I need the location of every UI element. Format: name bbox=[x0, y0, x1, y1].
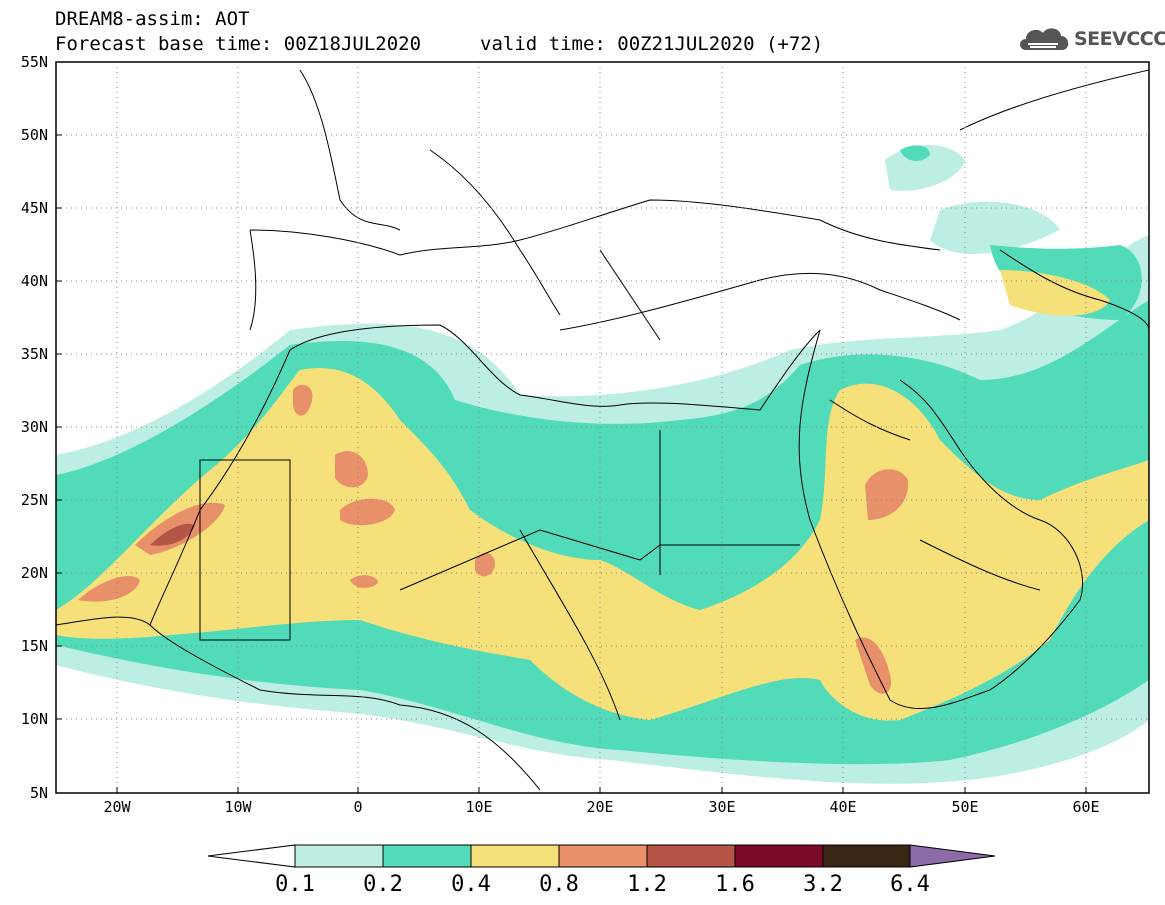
lat-tick-label: 15N bbox=[21, 637, 48, 655]
valid-time: valid time: 00Z21JUL2020 (+72) bbox=[480, 33, 824, 55]
lat-tick-label: 35N bbox=[21, 345, 48, 363]
colorbar-swatch bbox=[646, 844, 736, 868]
aot-band-0.1 bbox=[930, 201, 1060, 254]
lon-tick-label: 10E bbox=[465, 798, 492, 816]
lon-tick-label: 0 bbox=[353, 798, 362, 816]
lon-tick-label: 20W bbox=[103, 798, 131, 816]
aot-band-0.8 bbox=[475, 552, 495, 577]
lat-tick-label: 5N bbox=[30, 784, 48, 802]
colorbar-swatch bbox=[470, 844, 560, 868]
lon-labels: 20W 10W 0 10E 20E 30E 40E 50E 60E bbox=[103, 798, 1099, 816]
aot-band-0.8 bbox=[335, 451, 368, 488]
lon-tick-label: 10W bbox=[224, 798, 252, 816]
lat-tick-label: 45N bbox=[21, 199, 48, 217]
lat-tick-label: 55N bbox=[21, 53, 48, 71]
aot-band-0.4 bbox=[1000, 270, 1110, 316]
colorbar-swatch bbox=[909, 844, 996, 868]
lon-tick-label: 40E bbox=[829, 798, 856, 816]
lat-tick-label: 40N bbox=[21, 272, 48, 290]
colorbar-labels: 0.1 0.2 0.4 0.8 1.2 1.6 3.2 6.4 bbox=[275, 872, 930, 897]
aot-band-0.8 bbox=[340, 498, 395, 526]
colorbar-label: 6.4 bbox=[890, 872, 930, 897]
aot-band-0.8 bbox=[350, 575, 378, 588]
colorbar-label: 1.6 bbox=[715, 872, 755, 897]
lon-tick-label: 50E bbox=[951, 798, 978, 816]
colorbar-swatch bbox=[294, 844, 384, 868]
colorbar-label: 0.4 bbox=[451, 872, 491, 897]
colorbar-swatch bbox=[558, 844, 648, 868]
lat-tick-label: 25N bbox=[21, 491, 48, 509]
colorbar-swatch bbox=[734, 844, 824, 868]
colorbar-swatch bbox=[382, 844, 472, 868]
lat-labels: 55N 50N 45N 40N 35N 30N 25N 20N 15N 10N … bbox=[21, 53, 48, 802]
aot-band-0.2 bbox=[900, 145, 930, 162]
colorbar-label: 1.2 bbox=[627, 872, 667, 897]
lon-tick-label: 60E bbox=[1072, 798, 1099, 816]
colorbar-label: 3.2 bbox=[803, 872, 843, 897]
graticule bbox=[56, 62, 1149, 793]
axis-ticks bbox=[56, 61, 1087, 794]
lat-tick-label: 30N bbox=[21, 418, 48, 436]
aot-band-0.8 bbox=[78, 576, 140, 602]
colorbar-swatch bbox=[822, 844, 911, 868]
cloud-icon bbox=[1020, 28, 1069, 50]
forecast-base-time: Forecast base time: 00Z18JUL2020 bbox=[55, 33, 422, 55]
aot-band-0.8 bbox=[293, 384, 313, 416]
aot-band-0.4 bbox=[56, 368, 1149, 721]
lat-tick-label: 20N bbox=[21, 564, 48, 582]
lat-tick-label: 10N bbox=[21, 710, 48, 728]
coastlines bbox=[56, 69, 1149, 791]
map-title: DREAM8-assim: AOT bbox=[55, 8, 250, 30]
colorbar-swatch bbox=[207, 844, 296, 868]
lat-tick-label: 50N bbox=[21, 126, 48, 144]
colorbar-label: 0.2 bbox=[363, 872, 403, 897]
aot-band-1.2 bbox=[150, 523, 195, 546]
colorbar bbox=[207, 844, 996, 868]
seevccc-logo: SEEVCCC bbox=[1018, 22, 1165, 56]
colorbar-label: 0.1 bbox=[275, 872, 315, 897]
logo-text: SEEVCCC bbox=[1074, 28, 1165, 50]
aot-band-0.8 bbox=[865, 469, 909, 520]
lon-tick-label: 20E bbox=[586, 798, 613, 816]
colorbar-label: 0.8 bbox=[539, 872, 579, 897]
aot-field bbox=[56, 62, 1149, 793]
lon-tick-label: 30E bbox=[708, 798, 735, 816]
